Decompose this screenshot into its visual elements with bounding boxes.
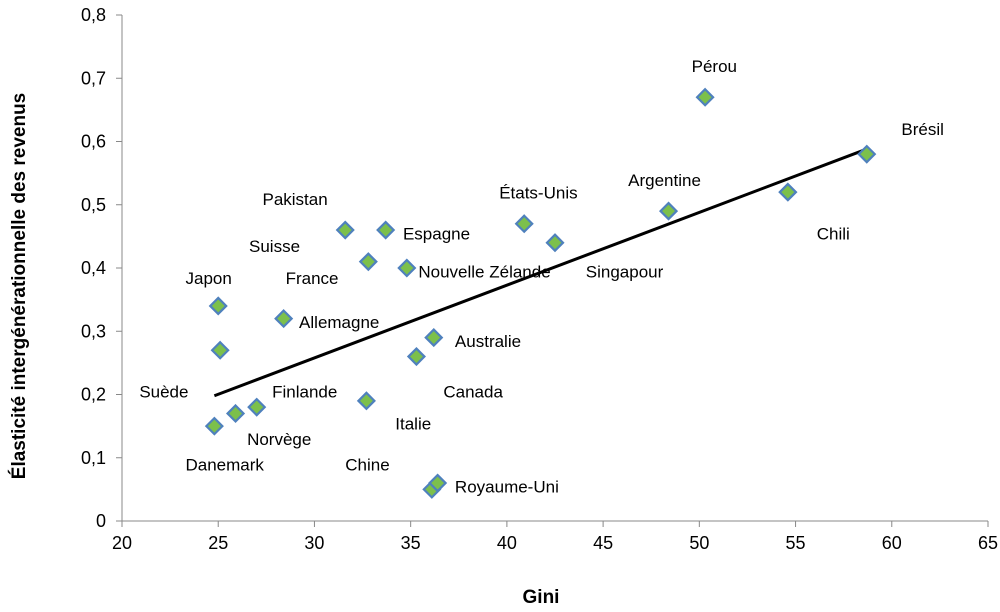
y-axis-ticks: 0 0,1 0,2 0,3 0,4 0,5 0,6 0,7 0,8: [81, 5, 122, 531]
point-label: Australie: [455, 332, 521, 351]
point-label: Pérou: [692, 57, 737, 76]
point-label: Argentine: [628, 171, 701, 190]
data-point: [356, 391, 376, 411]
point-label: France: [286, 269, 339, 288]
point-labels: Pérou Brésil Argentine Chili États-Unis Singa…: [139, 57, 944, 497]
y-tick-label: 0,6: [81, 132, 106, 152]
point-label: Allemagne: [299, 313, 379, 332]
x-tick-label: 25: [208, 533, 228, 553]
point-label: Espagne: [403, 225, 470, 244]
point-label: Royaume-Uni: [455, 478, 559, 497]
data-point: [695, 87, 715, 107]
data-point: [424, 328, 444, 348]
data-point: [204, 416, 224, 436]
point-label: Finlande: [272, 383, 337, 402]
x-tick-label: 60: [882, 533, 902, 553]
point-label: Singapour: [586, 262, 664, 281]
x-tick-label: 50: [689, 533, 709, 553]
data-point: [406, 346, 426, 367]
data-point: [778, 182, 798, 202]
data-point: [358, 252, 378, 272]
y-tick-label: 0,3: [81, 321, 106, 341]
point-label: Norvège: [247, 430, 311, 449]
x-tick-label: 40: [497, 533, 517, 553]
x-tick-label: 20: [112, 533, 132, 553]
point-label: Danemark: [186, 455, 265, 474]
x-tick-label: 35: [401, 533, 421, 553]
data-point: [514, 214, 534, 234]
data-point: [428, 473, 448, 493]
y-tick-label: 0,2: [81, 385, 106, 405]
y-tick-label: 0,5: [81, 195, 106, 215]
y-tick-label: 0,7: [81, 68, 106, 88]
point-label: Pakistan: [262, 190, 327, 209]
y-tick-label: 0,4: [81, 258, 106, 278]
data-point: [247, 397, 267, 417]
x-tick-label: 45: [593, 533, 613, 553]
data-point: [208, 296, 228, 316]
x-axis-title: Gini: [523, 587, 560, 608]
point-label: Italie: [395, 414, 431, 433]
point-label: Suisse: [249, 237, 300, 256]
point-label: Brésil: [901, 120, 944, 139]
data-points: [204, 87, 877, 499]
data-point: [210, 340, 230, 360]
data-point: [658, 201, 679, 221]
trendline: [213, 147, 868, 398]
x-tick-label: 65: [978, 533, 998, 553]
point-label: Canada: [443, 383, 503, 402]
y-axis-title: Élasticité intergénérationnelle des reve…: [8, 93, 30, 479]
y-tick-label: 0,1: [81, 448, 106, 468]
point-label: Japon: [186, 269, 232, 288]
point-label: Nouvelle Zélande: [418, 262, 550, 281]
data-point: [545, 233, 565, 253]
x-tick-label: 30: [304, 533, 324, 553]
data-point: [225, 403, 246, 424]
y-tick-label: 0,8: [81, 5, 106, 25]
point-label: Suède: [139, 383, 188, 402]
x-tick-label: 55: [786, 533, 806, 553]
point-label: Chine: [345, 455, 389, 474]
data-point: [274, 309, 294, 329]
y-tick-label: 0: [96, 511, 106, 531]
trendline-group: [213, 147, 868, 398]
data-point: [397, 258, 417, 278]
point-label: Chili: [817, 225, 850, 244]
x-axis-ticks: 20 25 30 35 40 45 50 55 60 65: [112, 521, 998, 553]
data-point: [376, 220, 396, 240]
point-label: États-Unis: [499, 183, 577, 202]
data-point: [335, 220, 355, 240]
data-point: [857, 144, 877, 164]
